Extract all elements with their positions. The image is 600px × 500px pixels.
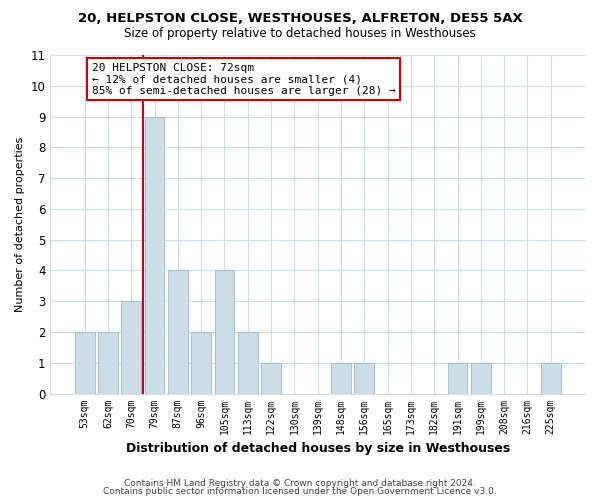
Bar [261,363,281,394]
Bar [355,363,374,394]
Bar [145,116,164,394]
Bar [121,301,141,394]
Text: Size of property relative to detached houses in Westhouses: Size of property relative to detached ho… [124,28,476,40]
Bar [471,363,491,394]
Text: Contains HM Land Registry data © Crown copyright and database right 2024.: Contains HM Land Registry data © Crown c… [124,478,476,488]
Bar [541,363,561,394]
Y-axis label: Number of detached properties: Number of detached properties [15,136,25,312]
Text: 20, HELPSTON CLOSE, WESTHOUSES, ALFRETON, DE55 5AX: 20, HELPSTON CLOSE, WESTHOUSES, ALFRETON… [77,12,523,26]
Bar [215,270,235,394]
Text: 20 HELPSTON CLOSE: 72sqm
← 12% of detached houses are smaller (4)
85% of semi-de: 20 HELPSTON CLOSE: 72sqm ← 12% of detach… [92,62,395,96]
Text: Contains public sector information licensed under the Open Government Licence v3: Contains public sector information licen… [103,487,497,496]
X-axis label: Distribution of detached houses by size in Westhouses: Distribution of detached houses by size … [125,442,510,455]
Bar [75,332,95,394]
Bar [191,332,211,394]
Bar [98,332,118,394]
Bar [168,270,188,394]
Bar [331,363,351,394]
Bar [448,363,467,394]
Bar [238,332,257,394]
